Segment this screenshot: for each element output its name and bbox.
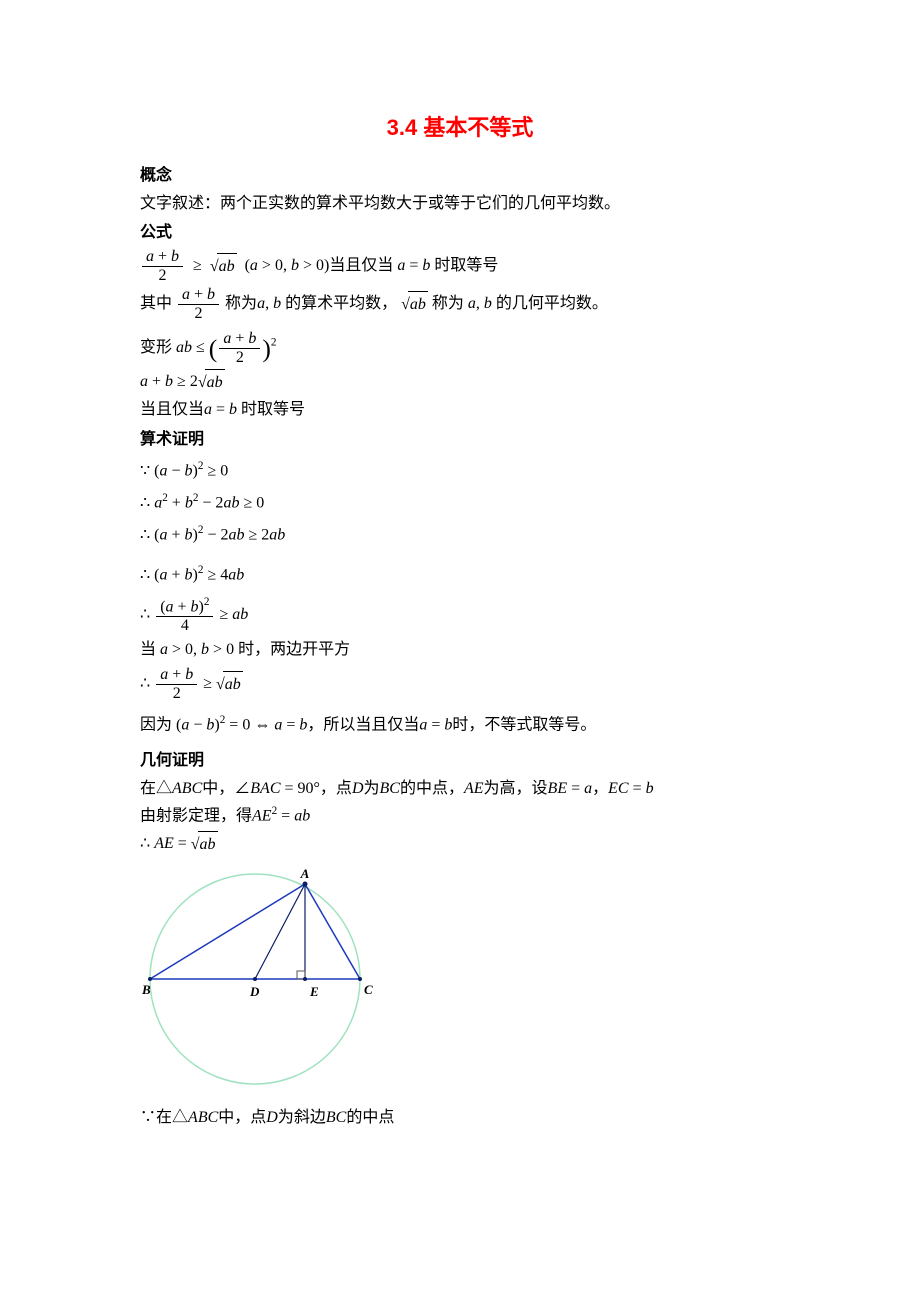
point-C xyxy=(358,977,362,981)
point-E xyxy=(303,977,307,981)
formula-variant2: a + b ≥ 2√ab xyxy=(140,369,780,396)
page-title: 3.4 基本不等式 xyxy=(140,110,780,145)
label-D: D xyxy=(249,984,260,999)
sqrt-ab: √ab xyxy=(210,253,237,280)
proof-step1: ∵ (a − b)2 ≥ 0 xyxy=(140,458,780,484)
line-AC xyxy=(305,884,360,979)
geo1a: 在 xyxy=(140,780,156,797)
suoyi-iff: ，所以当且仅当 xyxy=(307,717,419,734)
label-B: B xyxy=(141,982,151,997)
heading-arith-proof: 算术证明 xyxy=(140,427,780,453)
geo4d: 的中点 xyxy=(346,1109,394,1126)
call-geo: 的几何平均数。 xyxy=(492,295,608,312)
geo1e: 的中点， xyxy=(400,780,464,797)
geo2a: 由射影定理，得 xyxy=(140,808,252,825)
yinwei: 因为 xyxy=(140,717,176,734)
sqrt-ab5: √ab xyxy=(191,831,218,858)
frac-ab-2d: a + b 2 xyxy=(156,666,197,702)
shi-budengshi: 时，不等式取等号。 xyxy=(452,717,596,734)
proof-step5b: 当 a > 0, b > 0 时，两边开平方 xyxy=(140,637,780,663)
concept-description: 文字叙述：两个正实数的算术平均数大于或等于它们的几何平均数。 xyxy=(140,191,780,217)
dang: 当 xyxy=(140,641,160,658)
point-D xyxy=(253,977,257,981)
page: 3.4 基本不等式 概念 文字叙述：两个正实数的算术平均数大于或等于它们的几何平… xyxy=(0,0,920,1302)
sqrt-ab4: √ab xyxy=(216,671,243,698)
geo1b: 中， xyxy=(202,780,234,797)
heading-concept: 概念 xyxy=(140,163,780,189)
geo1f: 为高，设 xyxy=(484,780,548,797)
frac-ab-2c: a + b 2 xyxy=(219,330,260,366)
geo-line2: 由射影定理，得AE2 = ab xyxy=(140,803,780,829)
chengwei2: 称为 xyxy=(432,295,468,312)
proof-step2: ∴ a2 + b2 − 2ab ≥ 0 xyxy=(140,490,780,516)
geo-line4: ∵在△ABC中，点D为斜边BC的中点 xyxy=(140,1105,780,1131)
iff-text-1b: 时取等号 xyxy=(430,257,498,274)
geo-line3: ∴ AE = √ab xyxy=(140,831,780,858)
geo4c: 为斜边 xyxy=(278,1109,326,1126)
sqrt-ab2: √ab xyxy=(401,291,428,318)
proof-step5: ∴ (a + b)2 4 ≥ ab xyxy=(140,596,780,635)
formula-explain: 其中 a + b 2 称为a, b 的算术平均数， √ab 称为 a, b 的几… xyxy=(140,286,780,322)
shi-qudenghao: 时取等号 xyxy=(237,401,305,418)
geometry-svg: A B C D E xyxy=(140,864,380,1094)
point-A xyxy=(303,881,308,886)
heading-geo-proof: 几何证明 xyxy=(140,748,780,774)
proof-step4: ∴ (a + b)2 ≥ 4ab xyxy=(140,562,780,588)
geo1d: 为 xyxy=(364,780,380,797)
frac-ab-2b: a + b 2 xyxy=(178,286,219,322)
circle-figure: A B C D E xyxy=(140,864,780,1103)
formula-main: a + b 2 ≥ √ab (a > 0, b > 0)当且仅当 a = b 时… xyxy=(140,248,780,284)
call-arith: 的算术平均数， xyxy=(281,295,401,312)
bianxing: 变形 xyxy=(140,339,176,356)
label-E: E xyxy=(309,984,319,999)
line-DA xyxy=(255,884,305,979)
heading-formula: 公式 xyxy=(140,220,780,246)
point-B xyxy=(148,977,152,981)
iff-text-1a: 当且仅当 xyxy=(329,257,397,274)
geo-line1: 在△ABC中，∠BAC = 90°，点D为BC的中点，AE为高，设BE = a，… xyxy=(140,776,780,802)
proof-step6: ∴ a + b 2 ≥ √ab xyxy=(140,666,780,702)
shi-liangbian: 时，两边开平方 xyxy=(234,641,350,658)
frac-abplus-sq: (a + b)2 4 xyxy=(156,596,213,635)
geo4b: 中，点 xyxy=(218,1109,266,1126)
iff-ab: 当且仅当 xyxy=(140,401,204,418)
qizhong: 其中 xyxy=(140,295,176,312)
proof-step3: ∴ (a + b)2 − 2ab ≥ 2ab xyxy=(140,522,780,548)
formula-variant1: 变形 ab ≤ ( a + b 2 )2 xyxy=(140,330,780,366)
formula-variant2-cond: 当且仅当a = b 时取等号 xyxy=(140,397,780,423)
frac-ab-2: a + b 2 xyxy=(142,248,183,284)
geo4a: 在 xyxy=(156,1109,172,1126)
chengwei1: 称为 xyxy=(225,295,257,312)
label-A: A xyxy=(300,866,310,881)
proof-step7: 因为 (a − b)2 = 0 ⇔ a = b，所以当且仅当a = b时，不等式… xyxy=(140,712,780,738)
sqrt-ab3: √ab xyxy=(198,369,225,396)
label-C: C xyxy=(364,982,373,997)
line-BA xyxy=(150,884,305,979)
geo1c: ，点 xyxy=(320,780,352,797)
